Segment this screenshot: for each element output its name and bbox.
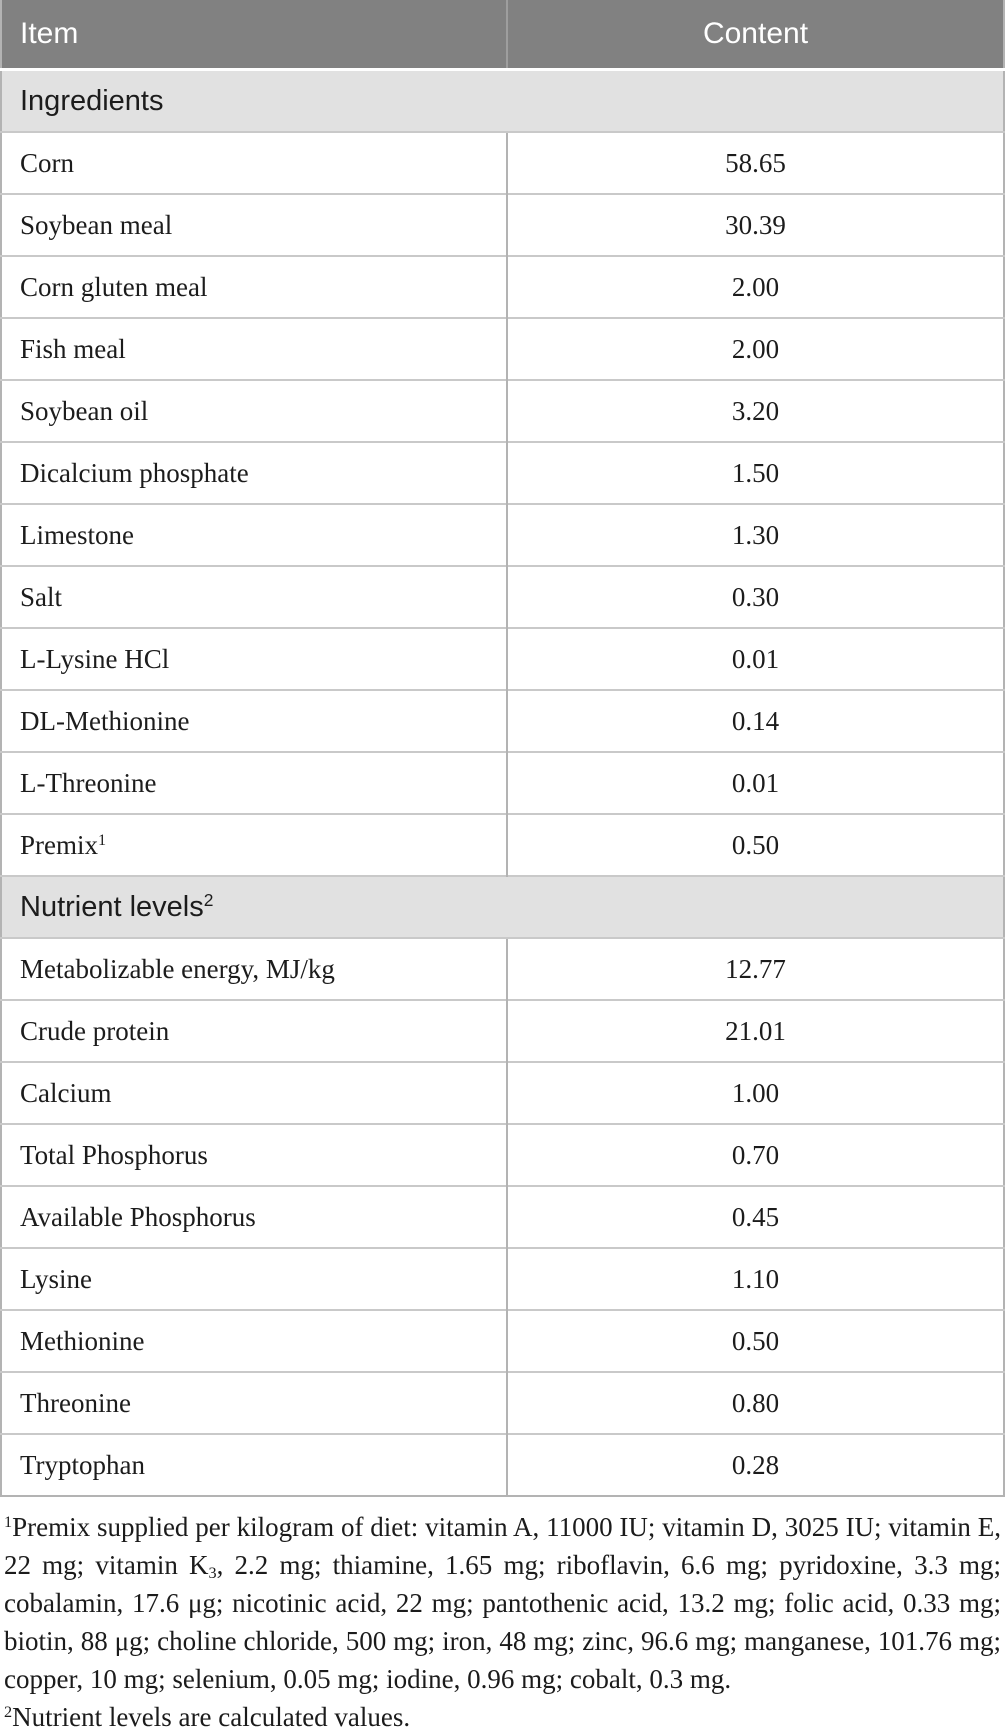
item-cell: Dicalcium phosphate	[1, 441, 507, 504]
table-row-available-phosphorus: Available Phosphorus 0.45	[1, 1185, 1004, 1248]
content-cell: 0.14	[506, 689, 1004, 752]
item-cell: Crude protein	[1, 999, 507, 1062]
item-cell: Lysine	[1, 1247, 507, 1310]
item-cell: Limestone	[1, 503, 507, 566]
table-row-dicalcium-phosphate: Dicalcium phosphate 1.50	[1, 441, 1004, 504]
content-cell: 0.01	[506, 627, 1004, 690]
table-row-l-lysine-hcl: L-Lysine HCl 0.01	[1, 627, 1004, 690]
table-row-total-phosphorus: Total Phosphorus 0.70	[1, 1123, 1004, 1186]
table-row-dl-methionine: DL-Methionine 0.14	[1, 689, 1004, 752]
item-cell: Available Phosphorus	[1, 1185, 507, 1248]
content-cell: 2.00	[506, 255, 1004, 318]
table-row-threonine: Threonine 0.80	[1, 1371, 1004, 1434]
content-cell: 1.10	[506, 1247, 1004, 1310]
content-cell: 1.30	[506, 503, 1004, 566]
item-cell: Salt	[1, 565, 507, 628]
table-row-calcium: Calcium 1.00	[1, 1061, 1004, 1124]
table-row-methionine: Methionine 0.50	[1, 1309, 1004, 1372]
superscript-2: 2	[203, 889, 214, 910]
table-row-l-threonine: L-Threonine 0.01	[1, 751, 1004, 814]
superscript-1: 1	[98, 830, 107, 849]
content-cell: 0.28	[506, 1433, 1004, 1496]
content-cell: 0.30	[506, 565, 1004, 628]
item-cell: L-Lysine HCl	[1, 627, 507, 690]
content-cell: 1.00	[506, 1061, 1004, 1124]
table-header-row: Item Content	[1, 0, 1004, 70]
superscript-2: 2	[4, 1703, 13, 1722]
table-footnotes: 1Premix supplied per kilogram of diet: v…	[4, 1508, 1001, 1736]
content-cell: 0.80	[506, 1371, 1004, 1434]
table-row-crude-protein: Crude protein 21.01	[1, 999, 1004, 1062]
table-row-lysine: Lysine 1.10	[1, 1247, 1004, 1310]
item-cell: Calcium	[1, 1061, 507, 1124]
table-row-fish-meal: Fish meal 2.00	[1, 317, 1004, 380]
content-cell: 1.50	[506, 441, 1004, 504]
subscript-3: 3	[208, 1564, 217, 1583]
content-cell: 21.01	[506, 999, 1004, 1062]
footnote-2: 2Nutrient levels are calculated values.	[4, 1702, 411, 1732]
table-row-corn: Corn 58.65	[1, 131, 1004, 194]
content-cell: 0.50	[506, 1309, 1004, 1372]
item-cell: Corn gluten meal	[1, 255, 507, 318]
item-cell: Threonine	[1, 1371, 507, 1434]
content-cell: 58.65	[506, 131, 1004, 194]
table-row-soybean-oil: Soybean oil 3.20	[1, 379, 1004, 442]
table-row-corn-gluten-meal: Corn gluten meal 2.00	[1, 255, 1004, 318]
table-row-limestone: Limestone 1.30	[1, 503, 1004, 566]
item-cell: L-Threonine	[1, 751, 507, 814]
column-header-content: Content	[506, 0, 1004, 70]
content-cell: 30.39	[506, 193, 1004, 256]
content-cell: 0.45	[506, 1185, 1004, 1248]
content-cell: 2.00	[506, 317, 1004, 380]
table-row-tryptophan: Tryptophan 0.28	[1, 1433, 1004, 1496]
item-cell: Metabolizable energy, MJ/kg	[1, 937, 507, 1000]
item-cell: Premix1	[1, 813, 507, 876]
item-cell: Corn	[1, 131, 507, 194]
item-cell: Fish meal	[1, 317, 507, 380]
table-row-salt: Salt 0.30	[1, 565, 1004, 628]
footnote-1: 1Premix supplied per kilogram of diet: v…	[4, 1512, 1001, 1694]
content-cell: 0.01	[506, 751, 1004, 814]
item-cell: Soybean meal	[1, 193, 507, 256]
content-cell: 0.50	[506, 813, 1004, 876]
content-cell: 12.77	[506, 937, 1004, 1000]
item-cell: Total Phosphorus	[1, 1123, 507, 1186]
section-header-row-ingredients: Ingredients	[1, 68, 1004, 133]
table-row-soybean-meal: Soybean meal 30.39	[1, 193, 1004, 256]
item-cell: Methionine	[1, 1309, 507, 1372]
content-cell: 3.20	[506, 379, 1004, 442]
item-cell: DL-Methionine	[1, 689, 507, 752]
item-cell: Soybean oil	[1, 379, 507, 442]
column-header-item: Item	[1, 0, 507, 70]
section-title: Ingredients	[1, 68, 1004, 133]
diet-table: Item Content Ingredients Corn 58.65 Soybean…	[0, 0, 1005, 1497]
section-title: Nutrient levels2	[1, 875, 1004, 939]
superscript-1: 1	[4, 1513, 13, 1532]
content-cell: 0.70	[506, 1123, 1004, 1186]
item-cell: Tryptophan	[1, 1433, 507, 1496]
table-row-metabolizable-energy-mj-kg: Metabolizable energy, MJ/kg 12.77	[1, 937, 1004, 1000]
section-header-row-nutrient-levels: Nutrient levels2	[1, 875, 1004, 939]
table-row-premix: Premix1 0.50	[1, 813, 1004, 876]
